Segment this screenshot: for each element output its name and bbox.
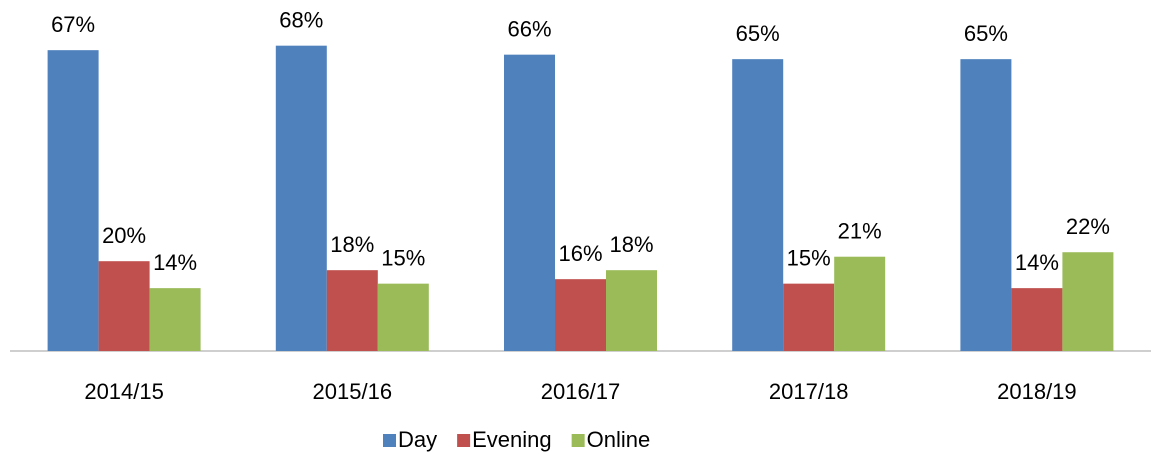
- bar: [606, 270, 657, 351]
- data-label: 65%: [964, 21, 1008, 46]
- bar: [377, 283, 429, 351]
- data-label: 15%: [787, 245, 831, 270]
- bar: [1011, 288, 1063, 351]
- x-tick-label: 2014/15: [84, 379, 164, 404]
- data-label: 67%: [51, 12, 95, 37]
- data-label: 66%: [507, 16, 551, 41]
- bar: [504, 54, 555, 351]
- data-label: 22%: [1066, 214, 1110, 239]
- legend-swatch: [571, 434, 585, 447]
- bar: [326, 270, 378, 351]
- bar: [149, 288, 201, 351]
- bar: [555, 279, 606, 351]
- x-tick-label: 2015/16: [313, 379, 393, 404]
- x-tick-label: 2018/19: [997, 379, 1077, 404]
- bar: [98, 261, 150, 351]
- data-label: 14%: [1015, 250, 1059, 275]
- x-tick-label: 2017/18: [769, 379, 849, 404]
- data-label: 14%: [153, 250, 197, 275]
- data-label: 65%: [736, 21, 780, 46]
- data-label: 68%: [279, 7, 323, 32]
- data-label: 18%: [609, 232, 653, 257]
- bar: [834, 256, 886, 351]
- bar: [732, 59, 784, 352]
- data-label: 20%: [102, 223, 146, 248]
- x-tick-label: 2016/17: [541, 379, 621, 404]
- legend-swatch: [383, 434, 396, 447]
- data-label: 15%: [381, 245, 425, 270]
- legend-label: Evening: [472, 427, 552, 452]
- bar: [783, 283, 835, 351]
- bar: [1062, 252, 1114, 351]
- bar: [960, 59, 1012, 352]
- bar: [47, 50, 99, 352]
- legend-label: Online: [587, 427, 651, 452]
- bar: [275, 45, 327, 352]
- legend-label: Day: [398, 427, 437, 452]
- data-label: 18%: [330, 232, 374, 257]
- data-label: 16%: [558, 241, 602, 266]
- legend-swatch: [457, 434, 471, 447]
- data-label: 21%: [838, 219, 882, 244]
